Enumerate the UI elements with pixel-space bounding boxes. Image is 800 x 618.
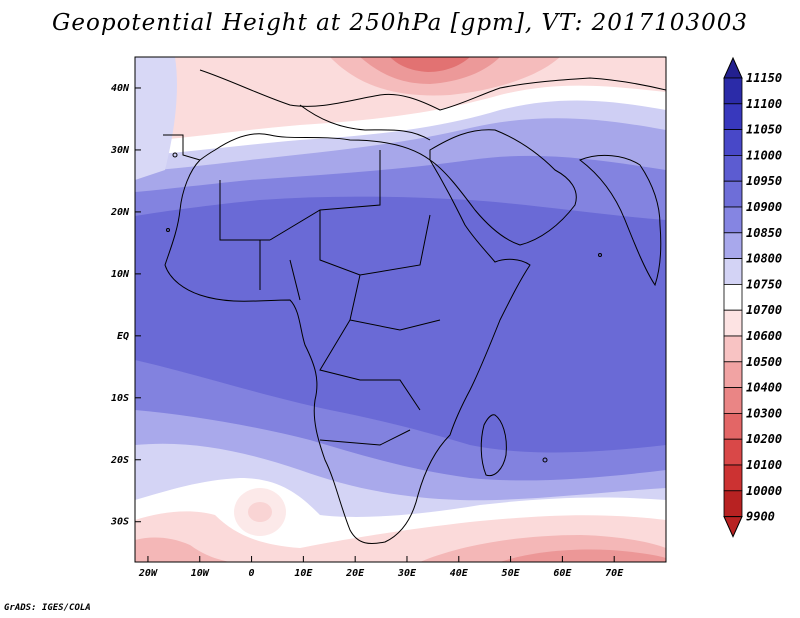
plot-frame: [134, 56, 667, 563]
colorbar-level-label: 10900: [746, 200, 782, 214]
contour-band-10400-south: [500, 549, 666, 562]
colorbar-level-label: 10500: [746, 355, 782, 369]
colorbar-swatch: [723, 438, 743, 466]
latitude-axis: 40N 30N 20N 10N EQ 10S 20S 30S: [110, 83, 141, 528]
lat-tick-label: 30N: [110, 145, 130, 156]
lat-tick-label: 10N: [111, 269, 130, 280]
colorbar-level-label: 10750: [746, 277, 782, 291]
colorbar-swatch: [723, 103, 743, 131]
colorbar-swatch: [723, 232, 743, 260]
contour-cell-10700-south-atlantic: [234, 488, 286, 536]
lat-tick-label: 10S: [111, 393, 129, 404]
colorbar-level-label: 10400: [746, 381, 782, 395]
lat-tick-label: 20S: [110, 455, 129, 466]
lat-tick-label: 20N: [110, 207, 130, 218]
colorbar-level-label: 10300: [746, 406, 782, 420]
colorbar-level-label: 10600: [746, 329, 782, 343]
colorbar-level-label: 10100: [746, 458, 782, 472]
longitude-axis: 20W 10W 0 10E 20E 30E 40E 50E 60E 70E: [138, 556, 624, 579]
contour-band-10750-west: [135, 57, 177, 180]
colorbar-level-label: 9900: [746, 510, 775, 524]
colorbar-swatch: [723, 77, 743, 105]
geopotential-field: [135, 57, 666, 562]
colorbar-level-label: 11150: [746, 71, 782, 85]
colorbar-level-label: 10200: [746, 432, 782, 446]
colorbar-level-label: 10800: [746, 252, 782, 266]
colorbar-swatch: [723, 490, 743, 517]
lon-tick-label: 0: [249, 568, 255, 579]
colorbar-level-label: 10000: [746, 484, 782, 498]
lon-tick-label: 50E: [502, 568, 521, 579]
contour-band-10600: [135, 57, 666, 142]
colorbar-level-label: 10700: [746, 303, 782, 317]
coastlines: [163, 69, 666, 544]
colorbar-level-label: 10850: [746, 226, 782, 240]
colorbar-swatch: [723, 154, 743, 182]
colorbar-swatch: [723, 180, 743, 208]
lat-tick-label: EQ: [117, 331, 129, 342]
contour-band-10300: [390, 57, 470, 72]
colorbar-level-label: 11100: [746, 97, 782, 111]
colorbar-swatch: [723, 335, 743, 363]
colorbar-swatch: [723, 258, 743, 285]
lon-tick-label: 10W: [191, 568, 210, 579]
colorbar-swatch: [723, 206, 743, 234]
colorbar-swatch: [723, 464, 743, 492]
colorbar-swatch: [723, 283, 743, 311]
lon-tick-label: 70E: [605, 568, 624, 579]
colorbar-min-arrow: [723, 516, 743, 538]
colorbar-swatch: [723, 129, 743, 156]
grads-credit: GrADS: IGES/COLA: [4, 603, 91, 613]
colorbar-swatch: [723, 387, 743, 414]
map-title: Geopotential Height at 250hPa [gpm], VT:…: [52, 10, 748, 36]
colorbar: 11150 11100 11050 11000 10950 10900 10850 10800…: [723, 56, 782, 538]
lon-tick-label: 60E: [553, 568, 572, 579]
colorbar-level-label: 11050: [746, 123, 782, 137]
colorbar-swatch: [723, 412, 743, 440]
colorbar-swatch: [723, 309, 743, 337]
lon-tick-label: 20E: [345, 568, 365, 579]
colorbar-swatch: [723, 361, 743, 388]
colorbar-max-arrow: [723, 56, 743, 79]
lat-tick-label: 30S: [110, 517, 129, 528]
colorbar-level-label: 10950: [746, 174, 782, 188]
lat-tick-label: 40N: [111, 83, 130, 94]
lon-tick-label: 30E: [397, 568, 417, 579]
colorbar-level-label: 11000: [746, 148, 782, 162]
lon-tick-label: 20W: [138, 568, 158, 579]
lon-tick-label: 40E: [450, 568, 469, 579]
lon-tick-label: 10E: [294, 568, 313, 579]
